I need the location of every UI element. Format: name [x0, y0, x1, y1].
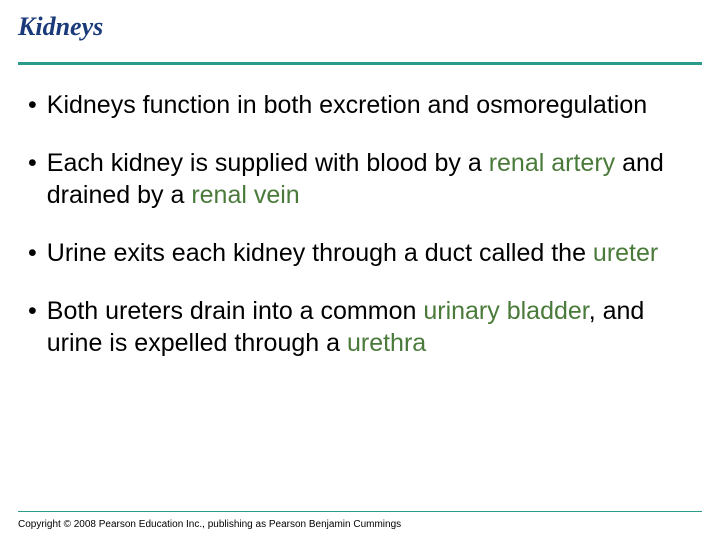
text-run: Urine exits each kidney through a duct c… [47, 239, 593, 267]
bullet-dot: • [28, 295, 37, 327]
bullet-item: • Kidneys function in both excretion and … [28, 89, 692, 121]
text-run: Each kidney is supplied with blood by a [47, 149, 489, 177]
footer-rule [18, 511, 702, 512]
copyright-footer: Copyright © 2008 Pearson Education Inc.,… [18, 519, 401, 530]
bullet-item: • Each kidney is supplied with blood by a… [28, 147, 692, 211]
keyword: ureter [593, 239, 658, 267]
bullet-text: Urine exits each kidney through a duct c… [47, 237, 692, 269]
keyword: urethra [347, 329, 426, 357]
bullet-dot: • [28, 89, 37, 121]
keyword: urinary bladder [423, 297, 588, 325]
bullet-dot: • [28, 147, 37, 179]
bullet-text: Kidneys function in both excretion and o… [47, 89, 692, 121]
content-area: • Kidneys function in both excretion and … [0, 65, 720, 359]
text-run: Kidneys function in both excretion and o… [47, 91, 647, 119]
text-run: Both ureters drain into a common [47, 297, 424, 325]
bullet-text: Both ureters drain into a common urinary… [47, 295, 692, 359]
bullet-text: Each kidney is supplied with blood by a … [47, 147, 692, 211]
bullet-item: • Urine exits each kidney through a duct … [28, 237, 692, 269]
slide-title: Kidneys [0, 0, 720, 42]
keyword: renal vein [191, 181, 299, 209]
keyword: renal artery [489, 149, 615, 177]
bullet-dot: • [28, 237, 37, 269]
bullet-item: • Both ureters drain into a common urinar… [28, 295, 692, 359]
